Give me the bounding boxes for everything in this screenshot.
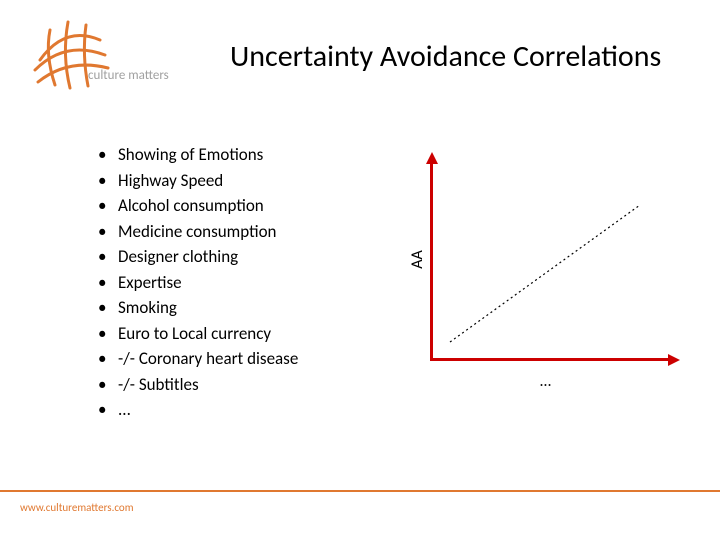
y-axis-label: AA [408, 250, 427, 269]
list-item: Showing of Emotions [90, 142, 298, 168]
logo [20, 10, 180, 100]
bullet-list: Showing of Emotions Highway Speed Alcoho… [90, 142, 298, 423]
list-item: Euro to Local currency [90, 321, 298, 347]
logo-text: culture matters [88, 68, 169, 83]
list-item: -/- Subtitles [90, 372, 298, 398]
correlation-chart: AA … [400, 160, 680, 390]
x-axis [430, 358, 670, 361]
x-axis-label: … [540, 372, 551, 391]
x-axis-arrow-icon [668, 354, 680, 366]
list-item: Smoking [90, 295, 298, 321]
list-item: ... [90, 397, 298, 423]
list-item: Medicine consumption [90, 219, 298, 245]
page-title: Uncertainty Avoidance Correlations [230, 38, 661, 75]
footer-url: www.culturematters.com [20, 501, 134, 514]
list-item: -/- Coronary heart disease [90, 346, 298, 372]
list-item: Expertise [90, 270, 298, 296]
list-item: Designer clothing [90, 244, 298, 270]
list-item: Highway Speed [90, 168, 298, 194]
list-item: Alcohol consumption [90, 193, 298, 219]
y-axis [430, 160, 433, 360]
trend-line [440, 190, 660, 350]
globe-icon [20, 10, 180, 100]
footer-divider [0, 490, 720, 492]
